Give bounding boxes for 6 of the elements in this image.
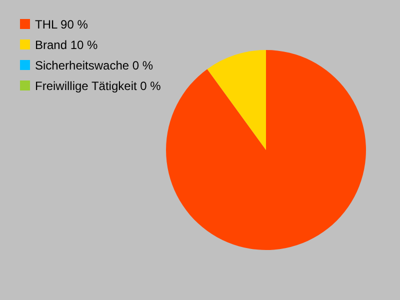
pie-slice <box>166 50 366 250</box>
legend-label: Freiwillige Tätigkeit 0 % <box>35 79 162 93</box>
legend-label: THL 90 % <box>35 18 88 32</box>
pie-slice <box>207 50 266 150</box>
legend-label: Sicherheitswache 0 % <box>35 58 154 72</box>
legend-label: Brand 10 % <box>35 38 98 52</box>
